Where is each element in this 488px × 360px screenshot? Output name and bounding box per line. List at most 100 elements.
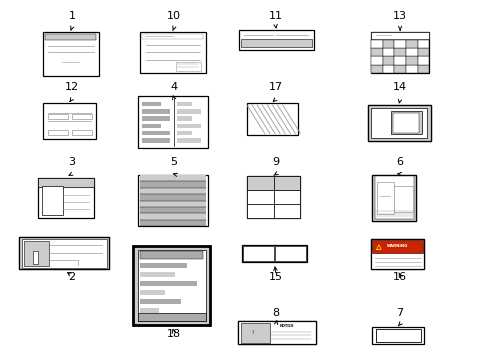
Bar — [47, 114, 68, 119]
Text: 16: 16 — [392, 272, 406, 282]
Bar — [137, 313, 205, 321]
Bar — [370, 32, 428, 39]
Bar — [370, 239, 424, 269]
Bar — [137, 249, 205, 321]
Bar — [47, 130, 68, 135]
Bar — [140, 213, 205, 220]
Bar — [241, 39, 311, 47]
Bar — [372, 175, 415, 221]
Bar — [405, 64, 417, 73]
Bar — [417, 64, 428, 73]
Bar — [370, 48, 382, 56]
Text: 3: 3 — [68, 157, 75, 167]
Text: 17: 17 — [268, 82, 283, 93]
Text: 4: 4 — [170, 82, 177, 93]
Bar — [42, 103, 96, 139]
Bar — [140, 308, 159, 313]
Bar — [376, 181, 393, 214]
Bar — [142, 102, 161, 107]
Text: 8: 8 — [272, 307, 279, 318]
Bar — [393, 186, 412, 212]
Bar — [142, 34, 203, 39]
Bar — [393, 56, 405, 64]
Bar — [140, 251, 203, 258]
Bar — [176, 62, 201, 71]
Bar — [142, 109, 170, 114]
Bar — [405, 56, 417, 64]
Bar — [238, 30, 313, 50]
Bar — [241, 245, 306, 262]
Bar — [140, 175, 205, 181]
Bar — [140, 201, 205, 207]
Bar — [393, 64, 405, 73]
Bar — [417, 40, 428, 48]
Bar — [370, 64, 382, 73]
Bar — [274, 246, 305, 261]
Bar — [238, 321, 315, 344]
Text: 6: 6 — [396, 157, 403, 167]
Bar — [382, 48, 393, 56]
Bar — [140, 188, 205, 194]
Bar — [137, 175, 207, 226]
Bar — [392, 113, 419, 133]
Text: 9: 9 — [272, 157, 279, 167]
Bar — [382, 40, 393, 48]
Bar — [393, 40, 405, 48]
Bar — [140, 272, 174, 277]
Bar — [405, 48, 417, 56]
Text: 18: 18 — [166, 329, 181, 339]
Text: 5: 5 — [170, 157, 177, 167]
Bar — [38, 178, 94, 187]
Bar — [33, 251, 38, 265]
Text: 11: 11 — [268, 11, 283, 21]
Bar — [72, 114, 92, 119]
Bar — [176, 102, 192, 107]
Text: 10: 10 — [167, 11, 181, 21]
Bar — [140, 299, 181, 304]
Bar — [20, 237, 109, 269]
Bar — [142, 138, 170, 143]
Circle shape — [246, 328, 259, 337]
Bar — [371, 108, 426, 138]
Bar — [72, 130, 92, 135]
Bar — [372, 240, 422, 253]
Bar — [176, 123, 201, 128]
Bar — [140, 194, 205, 201]
Text: NOTICE: NOTICE — [279, 324, 293, 328]
Bar — [140, 262, 187, 268]
Bar — [137, 96, 207, 148]
Bar — [417, 56, 428, 64]
Text: 1: 1 — [68, 11, 75, 21]
Bar — [176, 116, 192, 121]
Bar — [370, 239, 424, 269]
Bar — [370, 32, 428, 73]
Bar — [140, 181, 205, 188]
Bar — [132, 246, 210, 325]
Bar — [140, 220, 205, 226]
Bar — [238, 321, 315, 344]
Bar — [367, 105, 430, 141]
Bar — [240, 323, 270, 342]
Bar — [273, 204, 300, 217]
Bar — [370, 56, 382, 64]
Bar — [20, 237, 109, 269]
Bar — [24, 241, 49, 266]
Bar — [246, 103, 297, 135]
Bar — [246, 176, 300, 217]
Bar — [367, 105, 430, 141]
Text: !: ! — [251, 330, 253, 335]
Bar — [246, 176, 273, 190]
Bar — [42, 32, 99, 76]
Bar — [243, 246, 273, 261]
Bar — [246, 190, 273, 204]
Text: 12: 12 — [65, 82, 79, 93]
Circle shape — [370, 116, 387, 129]
Text: 14: 14 — [392, 82, 407, 93]
Bar — [140, 207, 205, 213]
Bar — [382, 56, 393, 64]
Text: WARNING: WARNING — [386, 244, 407, 248]
Text: 2: 2 — [68, 272, 75, 282]
Bar — [393, 48, 405, 56]
Bar — [176, 131, 192, 135]
Bar — [417, 48, 428, 56]
